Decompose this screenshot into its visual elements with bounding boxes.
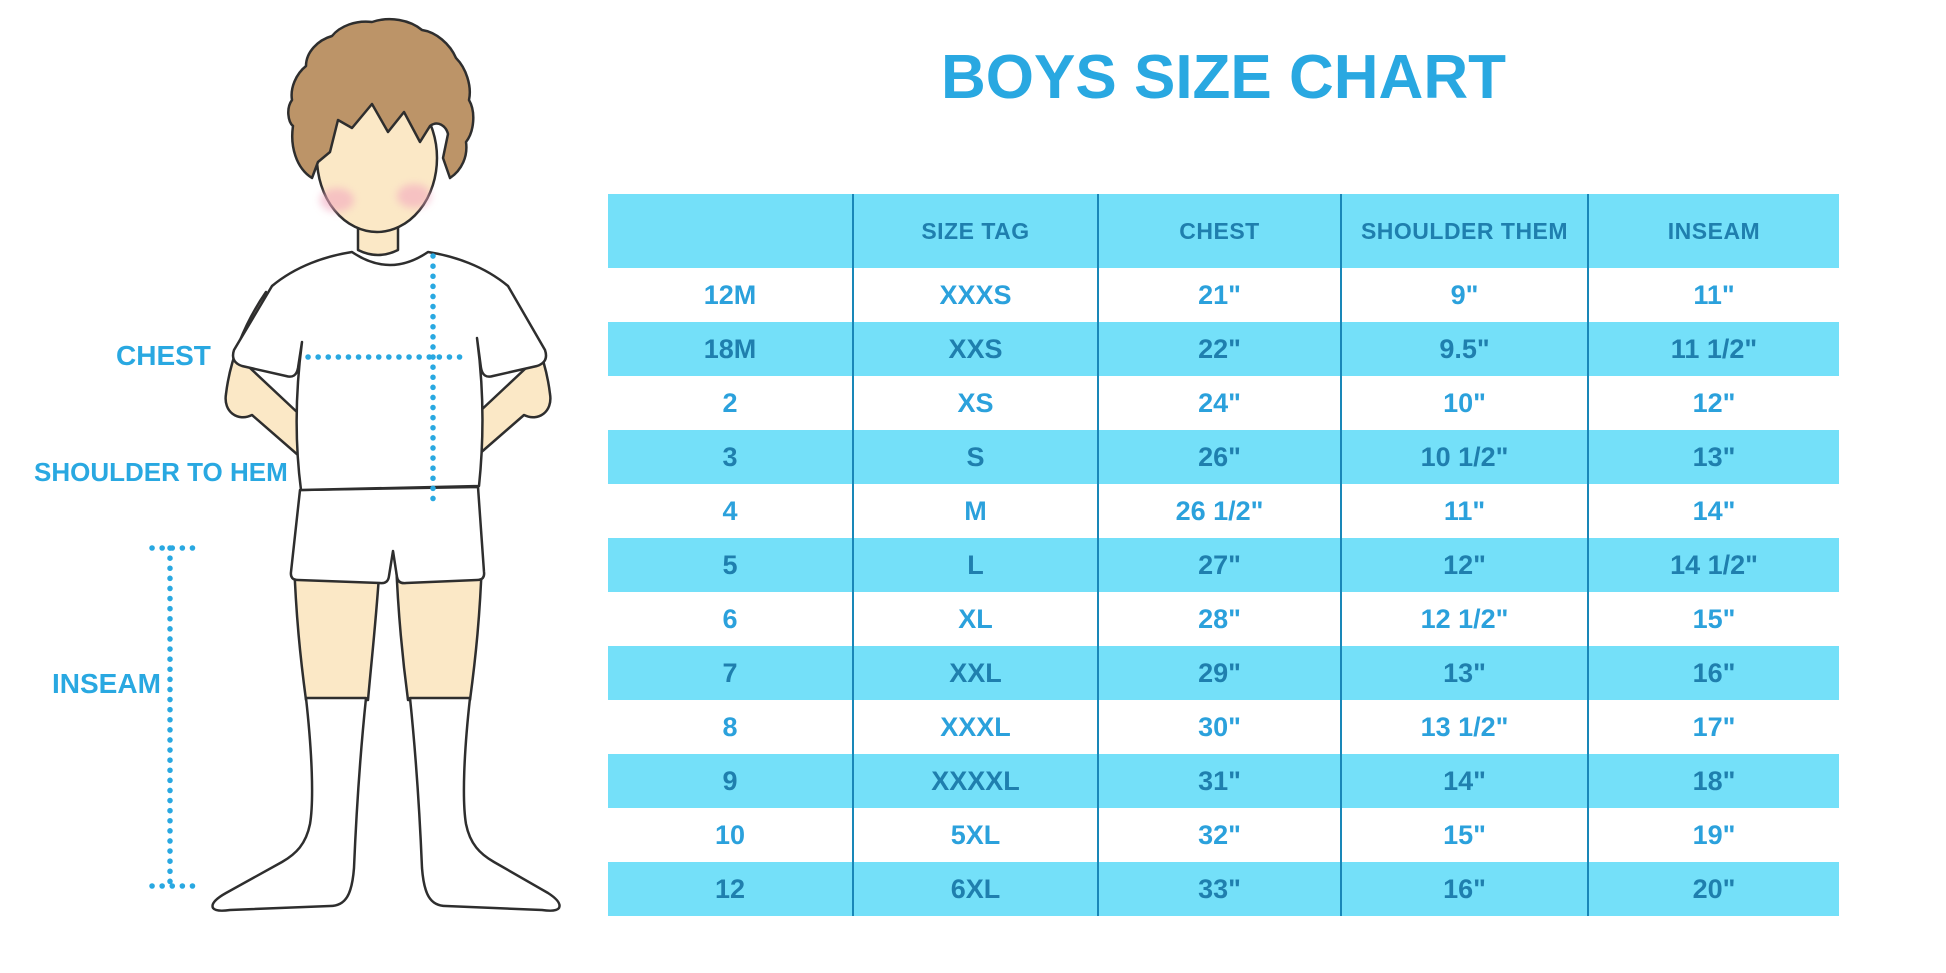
table-cell: 17" xyxy=(1587,700,1839,754)
table-cell: 26" xyxy=(1097,430,1340,484)
boy-figure-svg xyxy=(149,18,561,912)
table-cell: 10 1/2" xyxy=(1340,430,1587,484)
table-cell: 19" xyxy=(1587,808,1839,862)
t-shirt xyxy=(231,250,548,492)
page-title: BOYS SIZE CHART xyxy=(941,43,1506,112)
table-cell: 10 xyxy=(608,808,852,862)
table-cell: 12M xyxy=(608,268,852,322)
hair xyxy=(287,18,475,180)
table-cell: XXXXL xyxy=(852,754,1097,808)
table-cell: XXXS xyxy=(852,268,1097,322)
table-cell: 13" xyxy=(1587,430,1839,484)
table-cell: XL xyxy=(852,592,1097,646)
table-cell: 11" xyxy=(1587,268,1839,322)
table-cell: 4 xyxy=(608,484,852,538)
right-sock xyxy=(408,696,561,912)
table-cell: 10" xyxy=(1340,376,1587,430)
table-cell: 3 xyxy=(608,430,852,484)
table-cell: L xyxy=(852,538,1097,592)
table-cell: 12 1/2" xyxy=(1340,592,1587,646)
table-cell: 28" xyxy=(1097,592,1340,646)
left-cheek xyxy=(320,188,354,212)
shorts xyxy=(289,485,486,585)
table-cell: 32" xyxy=(1097,808,1340,862)
right-cheek xyxy=(397,184,431,208)
left-leg xyxy=(292,558,382,702)
header-cell xyxy=(608,194,852,268)
table-cell: 9" xyxy=(1340,268,1587,322)
table-cell: 11" xyxy=(1340,484,1587,538)
table-cell: 16" xyxy=(1587,646,1839,700)
table-cell: 12" xyxy=(1340,538,1587,592)
table-cell: 16" xyxy=(1340,862,1587,916)
chest-label: CHEST xyxy=(116,340,211,371)
table-cell: XS xyxy=(852,376,1097,430)
header-cell: INSEAM xyxy=(1587,194,1839,268)
table-cell: 31" xyxy=(1097,754,1340,808)
table-cell: 27" xyxy=(1097,538,1340,592)
table-cell: 11 1/2" xyxy=(1587,322,1839,376)
table-cell: 20" xyxy=(1587,862,1839,916)
table-cell: 13" xyxy=(1340,646,1587,700)
table-cell: 6 xyxy=(608,592,852,646)
table-cell: 29" xyxy=(1097,646,1340,700)
table-cell: 15" xyxy=(1587,592,1839,646)
table-cell: 21" xyxy=(1097,268,1340,322)
table-cell: 9.5" xyxy=(1340,322,1587,376)
table-cell: 13 1/2" xyxy=(1340,700,1587,754)
table-cell: 6XL xyxy=(852,862,1097,916)
header-cell: SIZE TAG xyxy=(852,194,1097,268)
table-cell: 30" xyxy=(1097,700,1340,754)
table-cell: XXXL xyxy=(852,700,1097,754)
table-cell: 18" xyxy=(1587,754,1839,808)
header-cell: CHEST xyxy=(1097,194,1340,268)
table-cell: 12" xyxy=(1587,376,1839,430)
table-cell: 14 1/2" xyxy=(1587,538,1839,592)
table-cell: 12 xyxy=(608,862,852,916)
table-cell: XXL xyxy=(852,646,1097,700)
table-cell: 24" xyxy=(1097,376,1340,430)
table-cell: 14" xyxy=(1340,754,1587,808)
table-cell: 15" xyxy=(1340,808,1587,862)
size-table: SIZE TAG CHEST SHOULDER THEM INSEAM 12M XXXS 2… xyxy=(608,194,1839,916)
table-cell: 2 xyxy=(608,376,852,430)
table-cell: 18M xyxy=(608,322,852,376)
table-cell: 14" xyxy=(1587,484,1839,538)
table-cell: 5XL xyxy=(852,808,1097,862)
shoulder-to-hem-label: SHOULDER TO HEM xyxy=(34,457,288,487)
table-cell: XXS xyxy=(852,322,1097,376)
table-cell: 9 xyxy=(608,754,852,808)
table-cell: S xyxy=(852,430,1097,484)
left-sock xyxy=(211,696,368,912)
table-cell: 5 xyxy=(608,538,852,592)
boy-illustration: CHEST SHOULDER TO HEM INSEAM xyxy=(0,0,580,960)
inseam-label: INSEAM xyxy=(52,668,161,699)
header-cell: SHOULDER THEM xyxy=(1340,194,1587,268)
table-cell: 22" xyxy=(1097,322,1340,376)
table-cell: 8 xyxy=(608,700,852,754)
table-cell: 26 1/2" xyxy=(1097,484,1340,538)
table-cell: 7 xyxy=(608,646,852,700)
table-cell: 33" xyxy=(1097,862,1340,916)
table-cell: M xyxy=(852,484,1097,538)
